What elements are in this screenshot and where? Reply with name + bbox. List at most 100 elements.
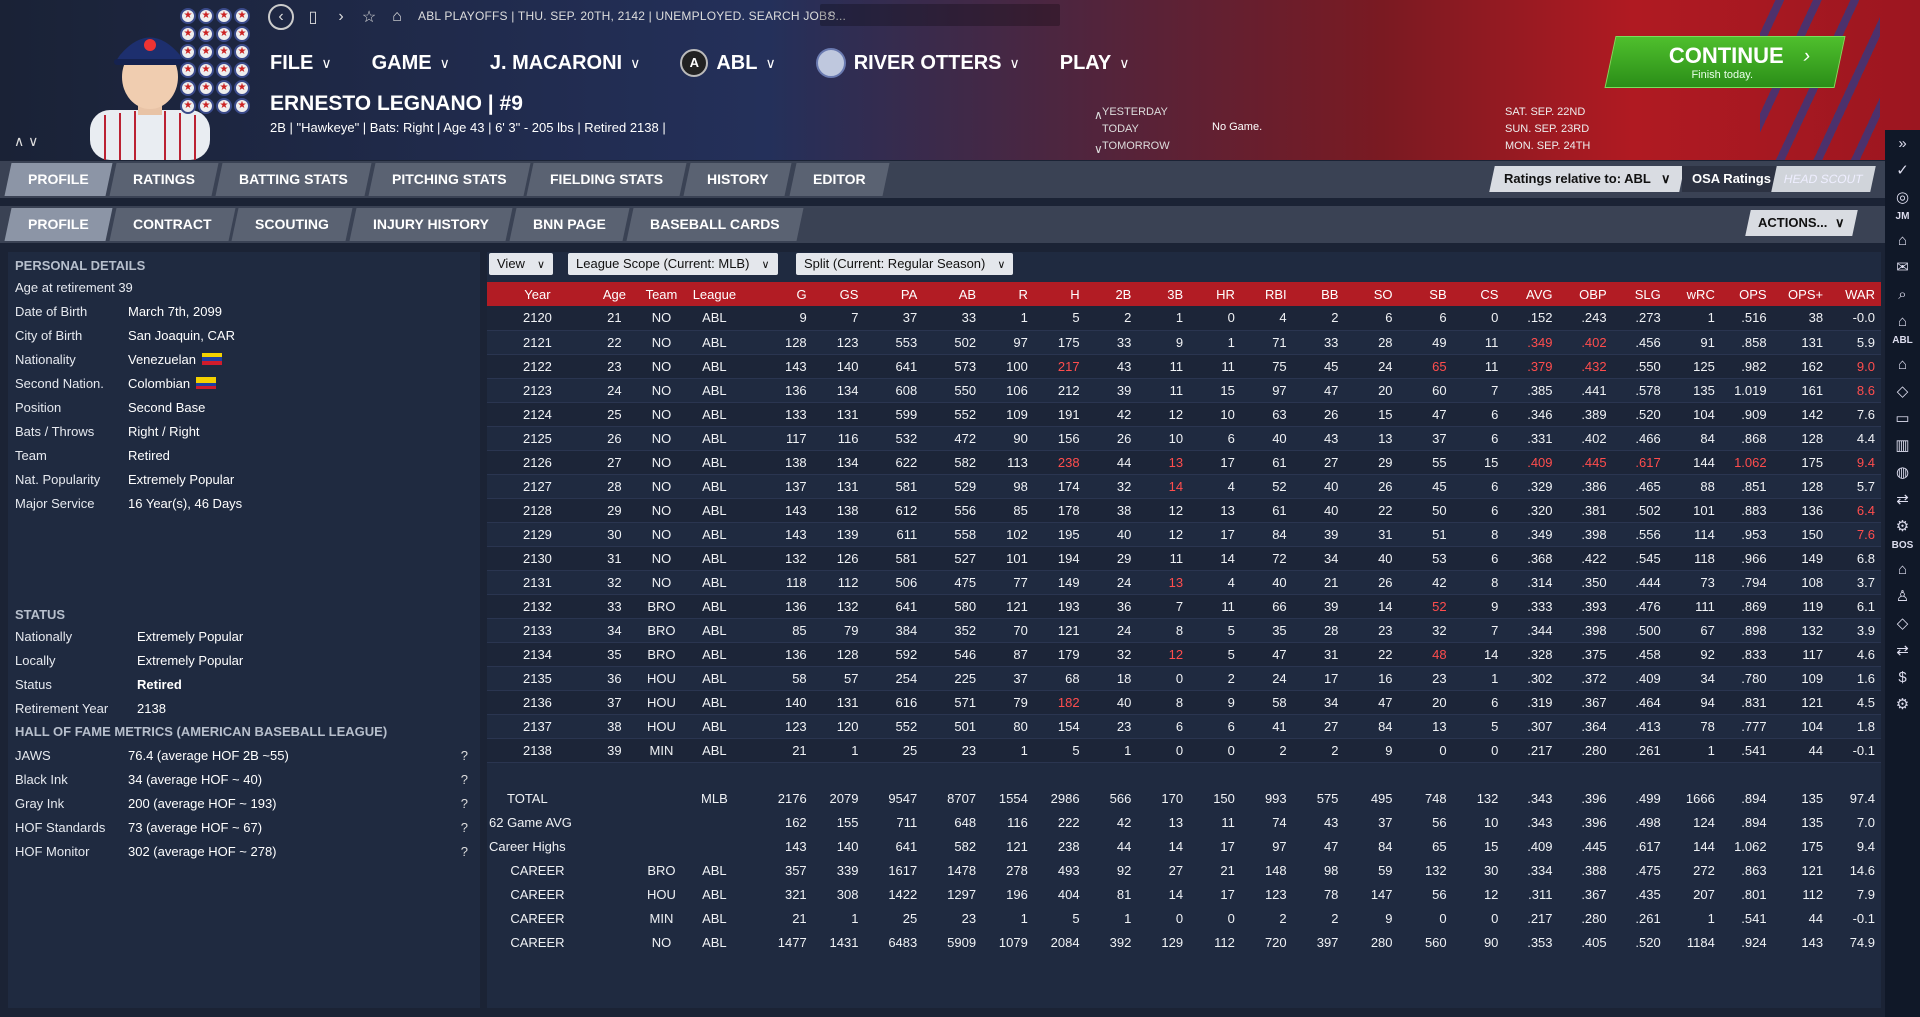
column-header-h[interactable]: H [1033, 282, 1086, 306]
search-input[interactable]: ⌕ [820, 4, 1060, 26]
column-header-g[interactable]: G [746, 282, 813, 306]
bank-icon[interactable]: ⌂ [1897, 313, 1908, 330]
osa-ratings-toggle[interactable]: OSA Ratings [1682, 166, 1781, 192]
card-icon[interactable]: ▭ [1895, 410, 1910, 427]
table-row[interactable]: 2125 26 NO ABL 117 116 532 472 90 156 26 10 6 40 43 13 3… [487, 426, 1881, 451]
table-row[interactable]: 2129 30 NO ABL 143 139 611 558 102 195 40 12 17 84 39 3… [487, 522, 1881, 547]
subtab-profile[interactable]: PROFILE [4, 208, 113, 241]
column-header-ab[interactable]: AB [923, 282, 983, 306]
table-row[interactable]: 2134 35 BRO ABL 136 128 592 546 87 179 32 12 5 47 31 22… [487, 642, 1881, 667]
tab-profile[interactable]: PROFILE [4, 163, 113, 196]
head-scout-toggle[interactable]: HEAD SCOUT [1771, 166, 1876, 192]
column-header-ops-[interactable]: OPS+ [1772, 282, 1830, 306]
help-icon[interactable]: ? [460, 819, 468, 835]
table-row[interactable]: 2137 38 HOU ABL 123 120 552 501 80 154 23 6 6 41 27 84 1… [487, 714, 1881, 739]
search-icon[interactable]: ⌕ [1898, 286, 1907, 303]
view-dropdown[interactable]: View ∨ [489, 253, 554, 275]
column-header-war[interactable]: WAR [1829, 282, 1881, 306]
column-header-rbi[interactable]: RBI [1240, 282, 1293, 306]
collapse-icon[interactable]: » [1898, 135, 1907, 152]
table-row[interactable]: 2124 25 NO ABL 133 131 599 552 109 191 42 12 10 63 26 1… [487, 402, 1881, 427]
column-header-cs[interactable]: CS [1452, 282, 1505, 306]
help-icon[interactable]: ? [460, 747, 468, 763]
column-header-bb[interactable]: BB [1292, 282, 1345, 306]
column-header-3b[interactable]: 3B [1137, 282, 1190, 306]
table-row[interactable]: 2135 36 HOU ABL 58 57 254 225 37 68 18 0 2 24 17 16 23 1.… [487, 666, 1881, 691]
column-header-league[interactable]: League [687, 282, 747, 306]
dollar-icon[interactable]: $ [1898, 669, 1907, 686]
mail-icon[interactable]: ✉ [1896, 259, 1909, 276]
transfer-icon[interactable]: ⇄ [1896, 491, 1909, 508]
subtab-contract[interactable]: CONTRACT [109, 208, 235, 241]
continue-button[interactable]: CONTINUE Finish today. › [1604, 36, 1846, 88]
tab-ratings[interactable]: RATINGS [109, 163, 219, 196]
day-yesterday[interactable]: ∧ YESTERDAY [1094, 106, 1168, 122]
column-header-ops[interactable]: OPS [1720, 282, 1773, 306]
back-icon[interactable]: ‹ [268, 4, 294, 30]
column-header-sb[interactable]: SB [1398, 282, 1453, 306]
column-header-pa[interactable]: PA [864, 282, 924, 306]
table-row[interactable]: 2131 32 NO ABL 118 112 506 475 77 149 24 13 4 40 21 26 4… [487, 570, 1881, 595]
table-row[interactable]: 2130 31 NO ABL 132 126 581 527 101 194 29 11 14 72 34 4… [487, 546, 1881, 571]
home-icon[interactable]: ⌂ [392, 8, 402, 25]
trade-icon[interactable]: ⇄ [1896, 642, 1909, 659]
table-row[interactable]: 2132 33 BRO ABL 136 132 641 580 121 193 36 7 11 66 39 1… [487, 594, 1881, 619]
help-icon[interactable]: ? [460, 771, 468, 787]
menu-team[interactable]: RIVER OTTERS ∨ [815, 48, 1020, 78]
globe-icon[interactable]: ◎ [1895, 189, 1910, 206]
team-home-icon[interactable]: ⌂ [1897, 561, 1908, 578]
column-header-wrc[interactable]: wRC [1666, 282, 1721, 306]
check-icon[interactable]: ✓ [1896, 162, 1909, 179]
table-row[interactable]: 2127 28 NO ABL 137 131 581 529 98 174 32 14 4 52 40 26 4… [487, 474, 1881, 499]
menu-play[interactable]: PLAY ∨ [1059, 51, 1130, 74]
help-icon[interactable]: ? [460, 843, 468, 859]
table-row[interactable]: 2128 29 NO ABL 143 138 612 556 85 178 38 12 13 61 40 22… [487, 498, 1881, 523]
tab-editor[interactable]: EDITOR [789, 163, 889, 196]
menu-manager[interactable]: J. MACARONI ∨ [489, 51, 641, 74]
column-header-slg[interactable]: SLG [1612, 282, 1667, 306]
roster-icon[interactable]: ♙ [1895, 588, 1910, 605]
diamond-icon[interactable]: ◇ [1896, 383, 1909, 400]
actions-dropdown[interactable]: ACTIONS... ∨ [1745, 210, 1858, 236]
menu-game[interactable]: GAME ∨ [371, 51, 450, 74]
settings-icon[interactable]: ⚙ [1895, 696, 1910, 713]
tab-batting-stats[interactable]: BATTING STATS [215, 163, 372, 196]
star-icon[interactable]: ☆ [361, 9, 377, 26]
tab-fielding-stats[interactable]: FIELDING STATS [526, 163, 687, 196]
league-scope-dropdown[interactable]: League Scope (Current: MLB) ∨ [568, 253, 778, 275]
table-row[interactable]: 2138 39 MIN ABL 21 1 25 23 1 5 1 0 0 2 2 9 0 0.217.280.26… [487, 738, 1881, 763]
home-icon[interactable]: ⌂ [1897, 232, 1908, 249]
column-header-obp[interactable]: OBP [1558, 282, 1613, 306]
column-header-year[interactable]: Year [487, 282, 594, 306]
table-row[interactable]: 2122 23 NO ABL 143 140 641 573 100 217 43 11 11 75 45 2… [487, 354, 1881, 379]
column-header-gs[interactable]: GS [812, 282, 865, 306]
tab-pitching-stats[interactable]: PITCHING STATS [368, 163, 530, 196]
field-icon[interactable]: ◇ [1896, 615, 1909, 632]
table-row[interactable]: 2126 27 NO ABL 138 134 622 582 113 238 44 13 17 61 27 2… [487, 450, 1881, 475]
split-dropdown[interactable]: Split (Current: Regular Season) ∨ [796, 253, 1014, 275]
column-header-r[interactable]: R [982, 282, 1034, 306]
tab-history[interactable]: HISTORY [683, 163, 793, 196]
chart-icon[interactable]: ▥ [1895, 437, 1910, 454]
column-header-so[interactable]: SO [1344, 282, 1399, 306]
column-header-avg[interactable]: AVG [1504, 282, 1559, 306]
menu-file[interactable]: FILE ∨ [270, 51, 332, 74]
forward-icon[interactable]: › [338, 8, 344, 25]
table-row[interactable]: 2123 24 NO ABL 136 134 608 550 106 212 39 11 15 97 47 2… [487, 378, 1881, 403]
menu-league[interactable]: A ABL ∨ [680, 48, 776, 78]
ratings-relative-dropdown[interactable]: Ratings relative to: ABL ∨ [1489, 166, 1686, 192]
prev-next-player-arrows[interactable]: ∧ ∨ [14, 133, 39, 149]
column-header-2b[interactable]: 2B [1085, 282, 1138, 306]
table-row[interactable]: 2121 22 NO ABL 128 123 553 502 97 175 33 9 1 71 33 28 49… [487, 330, 1881, 355]
page-icon[interactable]: ▯ [308, 9, 318, 26]
subtab-scouting[interactable]: SCOUTING [231, 208, 353, 241]
column-header-hr[interactable]: HR [1189, 282, 1241, 306]
column-header-team[interactable]: Team [640, 282, 688, 306]
table-row[interactable]: 2136 37 HOU ABL 140 131 616 571 79 182 40 8 9 58 34 47 2… [487, 690, 1881, 715]
subtab-baseball-cards[interactable]: BASEBALL CARDS [626, 208, 804, 241]
column-header-age[interactable]: Age [593, 282, 641, 306]
table-row[interactable]: 2120 21 NO ABL 9 7 37 33 1 5 2 1 0 4 2 6 6 0.152.243.273 1… [487, 306, 1881, 331]
table-row[interactable]: 2133 34 BRO ABL 85 79 384 352 70 121 24 8 5 35 28 23 32 7… [487, 618, 1881, 643]
top-status-text[interactable]: ABL PLAYOFFS | THU. SEP. 20TH, 2142 | UN… [418, 9, 847, 23]
league-home-icon[interactable]: ⌂ [1897, 356, 1908, 373]
